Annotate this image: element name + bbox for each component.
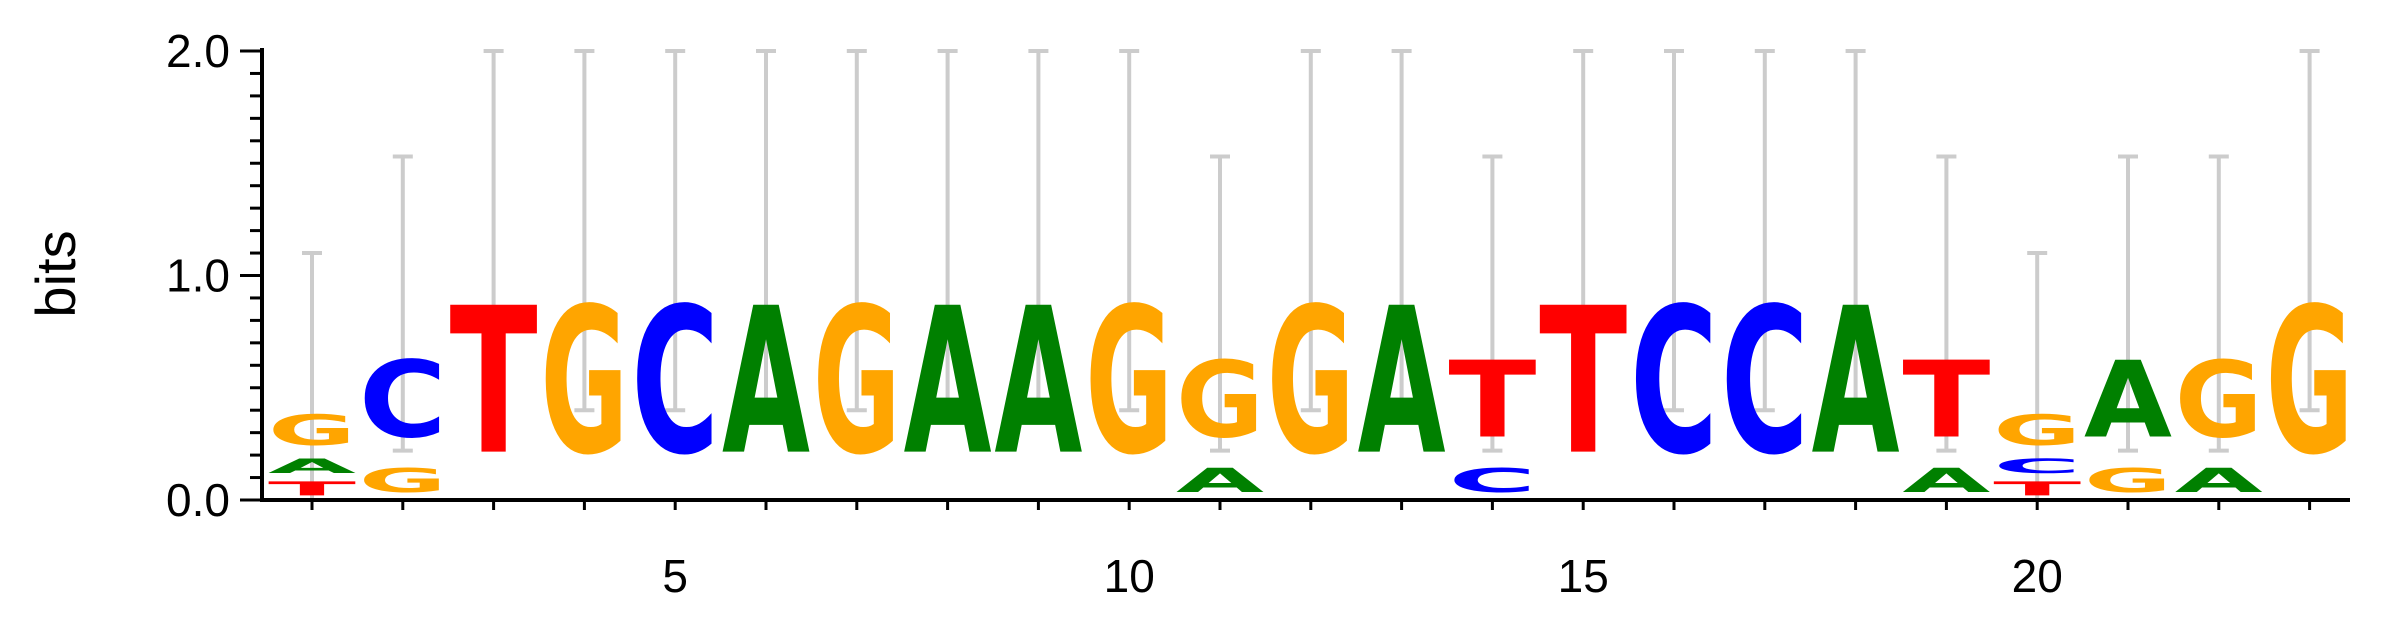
logo-letter-G: G (2175, 339, 2263, 462)
logo-letter-A: A (722, 264, 810, 499)
logo-letter-T: T (450, 265, 538, 500)
logo-letter-C: C (359, 338, 447, 461)
error-bar (302, 251, 322, 500)
logo-letter-G: G (359, 462, 447, 500)
error-bar (2027, 251, 2048, 500)
logo-letter-G: G (540, 266, 628, 501)
error-bar (846, 49, 867, 413)
logo-letter-T: T (1448, 339, 1536, 462)
error-bar (392, 154, 413, 453)
error-bar (1028, 49, 1049, 413)
logo-letter-A: A (994, 264, 1082, 499)
error-bar (665, 49, 686, 413)
y-axis-title: bits (24, 230, 87, 317)
error-bar (1936, 154, 1957, 453)
logo-letter-G: G (1267, 266, 1355, 501)
error-bar (756, 49, 776, 413)
y-ticks: 0.0 1.0 2.0 (166, 25, 262, 526)
x-tick-label: 15 (1558, 550, 1609, 602)
logo-letter-T: T (1902, 339, 1990, 462)
logo-letter-G: G (2266, 266, 2354, 501)
logo-letter-A: A (1358, 264, 1446, 499)
error-bar (1754, 49, 1775, 413)
logo-letter-A: A (1812, 264, 1900, 499)
logo-letter-A: A (2175, 462, 2263, 500)
logo-letter-G: G (1176, 339, 1264, 462)
error-bar (1664, 49, 1684, 413)
logo-letter-A: A (2084, 338, 2172, 461)
error-bar (483, 49, 504, 413)
logo-letter-C: C (1448, 462, 1536, 500)
x-tick-label: 5 (662, 550, 688, 602)
logo-letter-A: A (904, 264, 992, 499)
x-tick-label: 20 (2012, 550, 2063, 602)
error-bar (1119, 49, 1140, 413)
logo-letter-A: A (1176, 462, 1264, 500)
error-bar (1210, 154, 1230, 453)
logo-letter-T: T (268, 478, 356, 500)
error-bar (2299, 49, 2320, 413)
logo-letter-T: T (1993, 478, 2081, 500)
logo-letter-C: C (1721, 266, 1809, 501)
x-ticks: 5 10 15 20 (310, 500, 2312, 602)
error-bar (574, 49, 595, 413)
error-bars (302, 49, 2320, 500)
x-tick-label: 10 (1104, 550, 1155, 602)
error-bar (1482, 154, 1503, 453)
error-bar (1573, 49, 1594, 413)
error-bar (1391, 49, 1412, 413)
logo-letter-T: T (1539, 265, 1627, 500)
logo-letter-A: A (1902, 462, 1990, 500)
logo-letter-G: G (813, 266, 901, 501)
logo-letter-G: G (2084, 462, 2172, 500)
error-bar (937, 49, 958, 413)
logo-letter-C: C (631, 266, 719, 501)
logo-letter-G: G (1993, 406, 2081, 455)
error-bar (2208, 154, 2229, 453)
logo-letter-G: G (1085, 266, 1173, 501)
y-tick-label: 2.0 (166, 25, 230, 77)
y-tick-label: 0.0 (166, 474, 230, 526)
error-bar (2118, 154, 2138, 453)
logo-letter-C: C (1630, 266, 1718, 501)
logo-letter-A: A (268, 455, 356, 477)
y-tick-label: 1.0 (166, 250, 230, 302)
logo-letter-G: G (268, 406, 356, 455)
error-bar (1300, 49, 1321, 413)
logo-letter-C: C (1993, 455, 2081, 477)
error-bar (1845, 49, 1866, 413)
